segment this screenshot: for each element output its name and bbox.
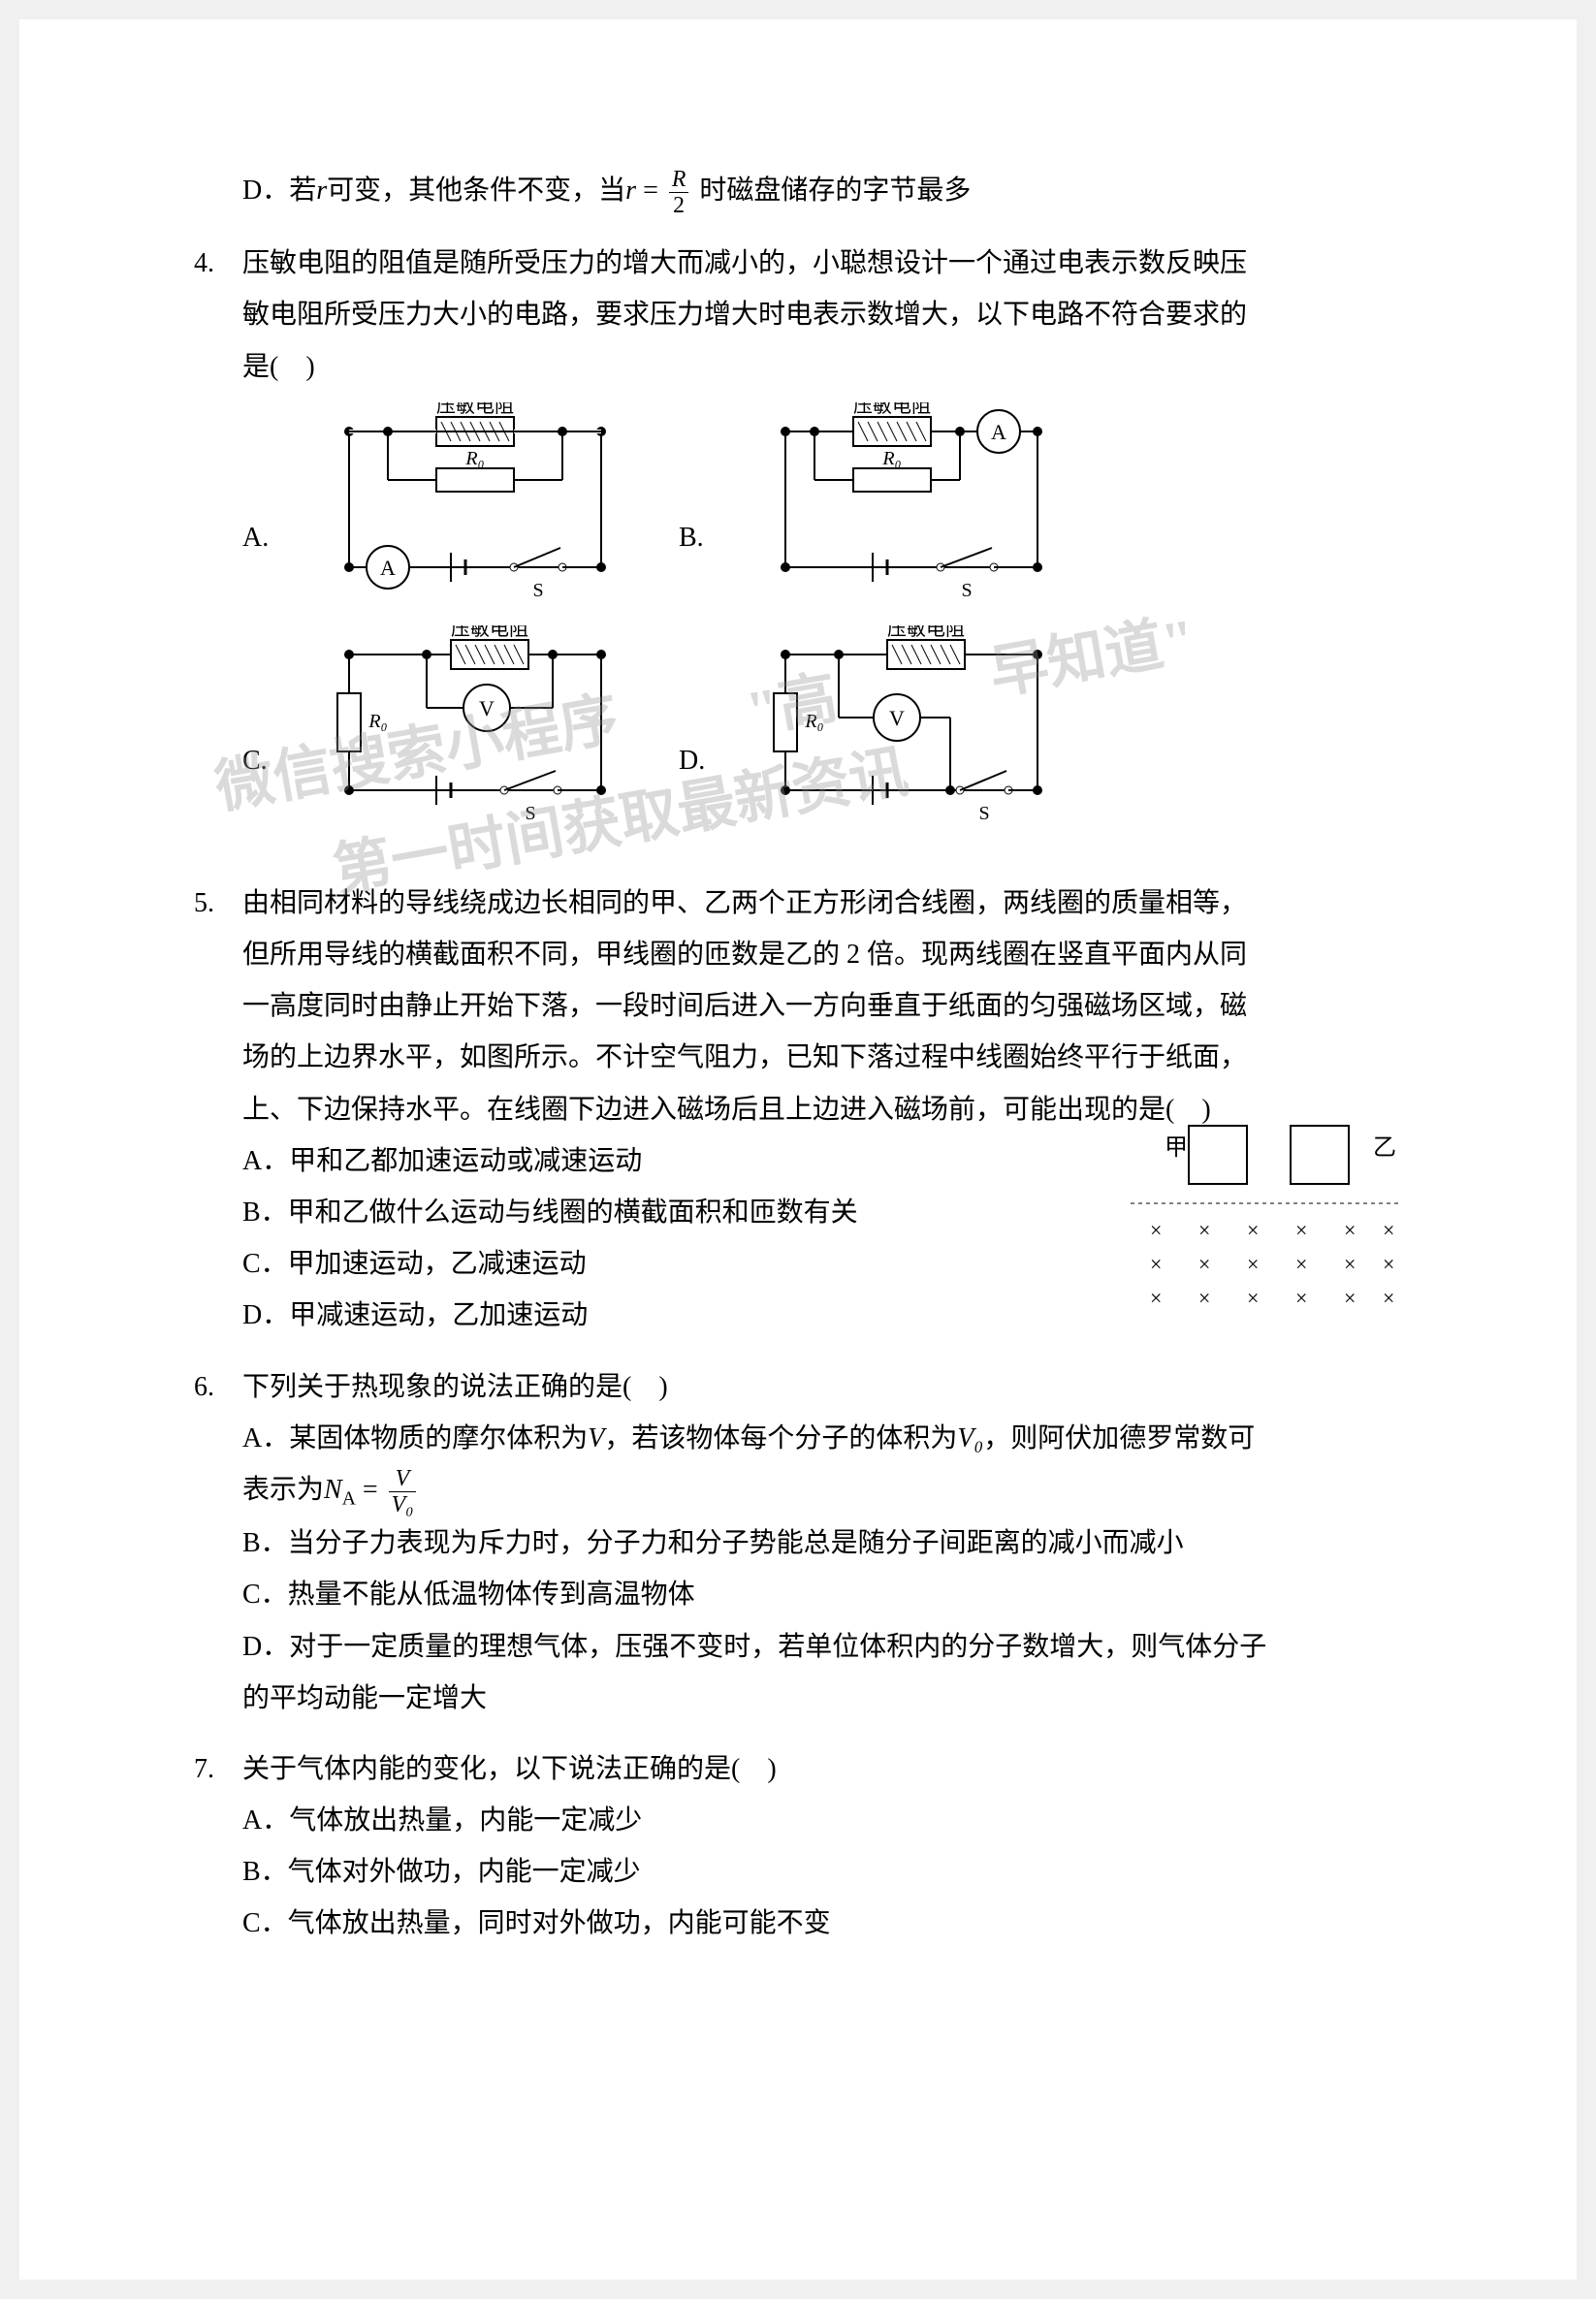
q6-optA-line1: A．某固体物质的摩尔体积为V，若该物体每个分子的体积为V₀，则阿伏加德罗常数可 <box>242 1413 1402 1464</box>
svg-text:R₀: R₀ <box>367 711 387 732</box>
circuit-A: 压敏电阻 R₀ A <box>320 402 640 616</box>
svg-text:压敏电阻: 压敏电阻 <box>887 625 965 640</box>
q7-optB: B．气体对外做功，内能一定减少 <box>242 1846 1402 1898</box>
q5-stem-4: 场的上边界水平，如图所示。不计空气阻力，已知下落过程中线圈始终平行于纸面， <box>242 1032 1402 1083</box>
svg-text:S: S <box>978 803 989 824</box>
q7-optA: A．气体放出热量，内能一定减少 <box>242 1795 1402 1846</box>
q7-optC: C．气体放出热量，同时对外做功，内能可能不变 <box>242 1898 1402 1949</box>
svg-text:×: × <box>1344 1218 1356 1242</box>
q6-optC: C．热量不能从低温物体传到高温物体 <box>242 1569 1402 1620</box>
q5-stem-2: 但所用导线的横截面积不同，甲线圈的匝数是乙的 2 倍。现两线圈在竖直平面内从同 <box>242 929 1402 980</box>
svg-text:S: S <box>525 803 535 824</box>
circuit-C: 压敏电阻 V R₀ <box>320 625 640 839</box>
svg-text:S: S <box>532 580 543 601</box>
q4-labelB: B. <box>679 454 737 563</box>
q4-labelC: C. <box>242 677 301 786</box>
q5-stem-3: 一高度同时由静止开始下落，一段时间后进入一方向垂直于纸面的匀强磁场区域，磁 <box>242 980 1402 1032</box>
q4-circuits-row1: A. 压敏电阻 <box>242 402 1402 616</box>
q4-circuitA-pair: A. 压敏电阻 <box>242 402 640 616</box>
q5-stem-1: 由相同材料的导线绕成边长相同的甲、乙两个正方形闭合线圈，两线圈的质量相等， <box>242 878 1402 929</box>
q6: 6. 下列关于热现象的说法正确的是( ) A．某固体物质的摩尔体积为V，若该物体… <box>194 1361 1402 1724</box>
circuit-B: 压敏电阻 A R₀ <box>756 402 1076 616</box>
circuit-D: 压敏电阻 V R₀ <box>756 625 1076 839</box>
svg-text:S: S <box>961 580 972 601</box>
q6-num: 6. <box>194 1361 242 1413</box>
q7-body: 关于气体内能的变化，以下说法正确的是( ) A．气体放出热量，内能一定减少 B．… <box>242 1743 1402 1950</box>
q4-stem-line1: 压敏电阻的阻值是随所受压力的增大而减小的，小聪想设计一个通过电表示数反映压 <box>242 238 1402 289</box>
q5-body: 由相同材料的导线绕成边长相同的甲、乙两个正方形闭合线圈，两线圈的质量相等， 但所… <box>242 878 1402 1342</box>
svg-text:×: × <box>1383 1252 1394 1276</box>
svg-text:×: × <box>1295 1252 1307 1276</box>
q4-circuitC-pair: C. 压敏电阻 <box>242 625 640 839</box>
q4-body: 压敏电阻的阻值是随所受压力的增大而减小的，小聪想设计一个通过电表示数反映压 敏电… <box>242 238 1402 848</box>
svg-text:×: × <box>1383 1286 1394 1310</box>
label-yi: 乙 <box>1373 1135 1396 1161</box>
svg-text:R₀: R₀ <box>881 448 901 469</box>
q4-circuitD-pair: D. 压敏电阻 <box>679 625 1076 839</box>
svg-text:×: × <box>1150 1286 1162 1310</box>
q6-optD-2: 的平均动能一定增大 <box>242 1673 1402 1724</box>
label-jia: 甲 <box>1165 1135 1188 1161</box>
q4-num: 4. <box>194 238 242 289</box>
svg-text:×: × <box>1383 1218 1394 1242</box>
svg-text:A: A <box>380 556 396 580</box>
fraction: V V₀ <box>389 1466 417 1517</box>
q4: 4. 压敏电阻的阻值是随所受压力的增大而减小的，小聪想设计一个通过电表示数反映压… <box>194 238 1402 848</box>
q6-optA-line2: 表示为NA = V V₀ <box>242 1464 1402 1517</box>
q4-labelA: A. <box>242 454 301 563</box>
svg-text:×: × <box>1150 1218 1162 1242</box>
svg-text:V: V <box>889 706 905 730</box>
q7-stem: 关于气体内能的变化，以下说法正确的是( ) <box>242 1743 1402 1795</box>
svg-text:×: × <box>1295 1218 1307 1242</box>
svg-text:×: × <box>1247 1218 1259 1242</box>
q5: 5. 由相同材料的导线绕成边长相同的甲、乙两个正方形闭合线圈，两线圈的质量相等，… <box>194 878 1402 1342</box>
svg-text:×: × <box>1198 1252 1210 1276</box>
q5-num: 5. <box>194 878 242 929</box>
fraction: R 2 <box>669 167 689 218</box>
svg-text:R₀: R₀ <box>804 711 823 732</box>
exam-page: 微信搜索小程序 "高 早知道" 第一时间获取最新资讯 D．若r可变，其他条件不变… <box>19 19 1577 2280</box>
svg-text:×: × <box>1150 1252 1162 1276</box>
svg-text:×: × <box>1198 1218 1210 1242</box>
q7-num: 7. <box>194 1743 242 1795</box>
svg-text:压敏电阻: 压敏电阻 <box>451 625 528 640</box>
q4-labelD: D. <box>679 677 737 786</box>
svg-text:×: × <box>1344 1252 1356 1276</box>
svg-text:×: × <box>1247 1286 1259 1310</box>
svg-text:A: A <box>991 420 1006 444</box>
svg-text:V: V <box>479 696 495 720</box>
q6-optB: B．当分子力表现为斥力时，分子力和分子势能总是随分子间距离的减小而减小 <box>242 1517 1402 1569</box>
q6-body: 下列关于热现象的说法正确的是( ) A．某固体物质的摩尔体积为V，若该物体每个分… <box>242 1361 1402 1724</box>
svg-text:×: × <box>1198 1286 1210 1310</box>
q4-circuits-row2: C. 压敏电阻 <box>242 625 1402 839</box>
svg-text:压敏电阻: 压敏电阻 <box>853 402 931 417</box>
q4-stem-line3: 是( ) <box>242 341 1402 393</box>
q6-optD-1: D．对于一定质量的理想气体，压强不变时，若单位体积内的分子数增大，则气体分子 <box>242 1621 1402 1673</box>
q3-optD: D．若r可变，其他条件不变，当r = R 2 时磁盘储存的字节最多 <box>194 165 1402 218</box>
svg-text:×: × <box>1344 1286 1356 1310</box>
q6-stem: 下列关于热现象的说法正确的是( ) <box>242 1361 1402 1413</box>
svg-text:×: × <box>1295 1286 1307 1310</box>
q4-stem-line2: 敏电阻所受压力大小的电路，要求压力增大时电表示数增大，以下电路不符合要求的 <box>242 289 1402 340</box>
label-resistor: 压敏电阻 <box>436 402 514 417</box>
svg-text:×: × <box>1247 1252 1259 1276</box>
svg-text:R₀: R₀ <box>464 448 484 469</box>
q4-circuitB-pair: B. 压敏电阻 <box>679 402 1076 616</box>
q7: 7. 关于气体内能的变化，以下说法正确的是( ) A．气体放出热量，内能一定减少… <box>194 1743 1402 1950</box>
q5-figure: 甲 乙 × × × × × × × × × × × × × × × × × × <box>1131 1116 1402 1320</box>
